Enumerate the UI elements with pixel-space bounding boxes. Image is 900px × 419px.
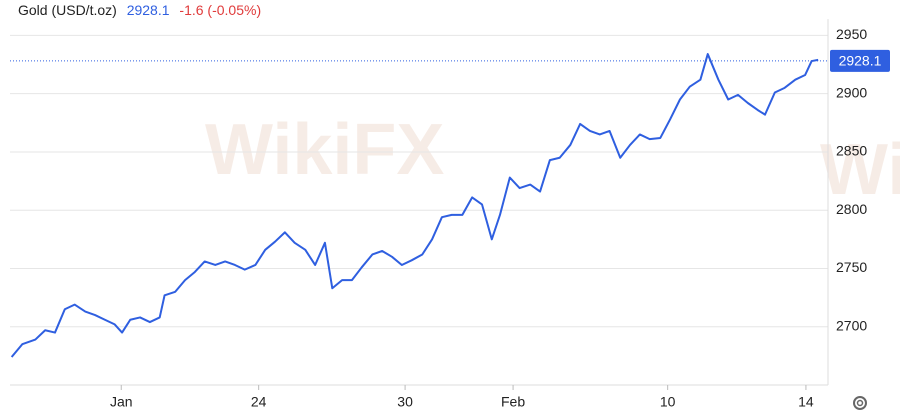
last-price-box: [830, 49, 890, 72]
y-tick-label: 2700: [836, 317, 867, 333]
last-price-label: 2928.1: [839, 53, 882, 69]
y-tick-label: 2850: [836, 143, 867, 159]
change: -1.6 (-0.05%): [179, 2, 262, 18]
x-tick-label: Jan: [110, 394, 133, 410]
x-tick-label: Feb: [501, 394, 525, 410]
watermark: WikiFX: [205, 110, 444, 190]
x-tick-label: 14: [798, 394, 814, 410]
chart-title: Gold (USD/t.oz): [18, 2, 117, 18]
watermark: WikiFX: [820, 130, 900, 210]
x-tick-label: 24: [251, 394, 267, 410]
price-line: [10, 53, 819, 358]
y-tick-label: 2950: [836, 26, 867, 42]
price: 2928.1: [126, 2, 170, 18]
y-tick-label: 2900: [836, 84, 867, 100]
header: Gold (USD/t.oz) 2928.1 -1.6 (-0.05%): [18, 2, 267, 18]
y-tick-label: 2750: [836, 259, 867, 275]
settings-icon[interactable]: [853, 396, 867, 410]
x-tick-label: 30: [397, 394, 413, 410]
gear-hub: [856, 399, 864, 407]
y-tick-label: 2800: [836, 201, 867, 217]
gear-ring: [853, 396, 867, 410]
x-tick-label: 10: [660, 394, 676, 410]
